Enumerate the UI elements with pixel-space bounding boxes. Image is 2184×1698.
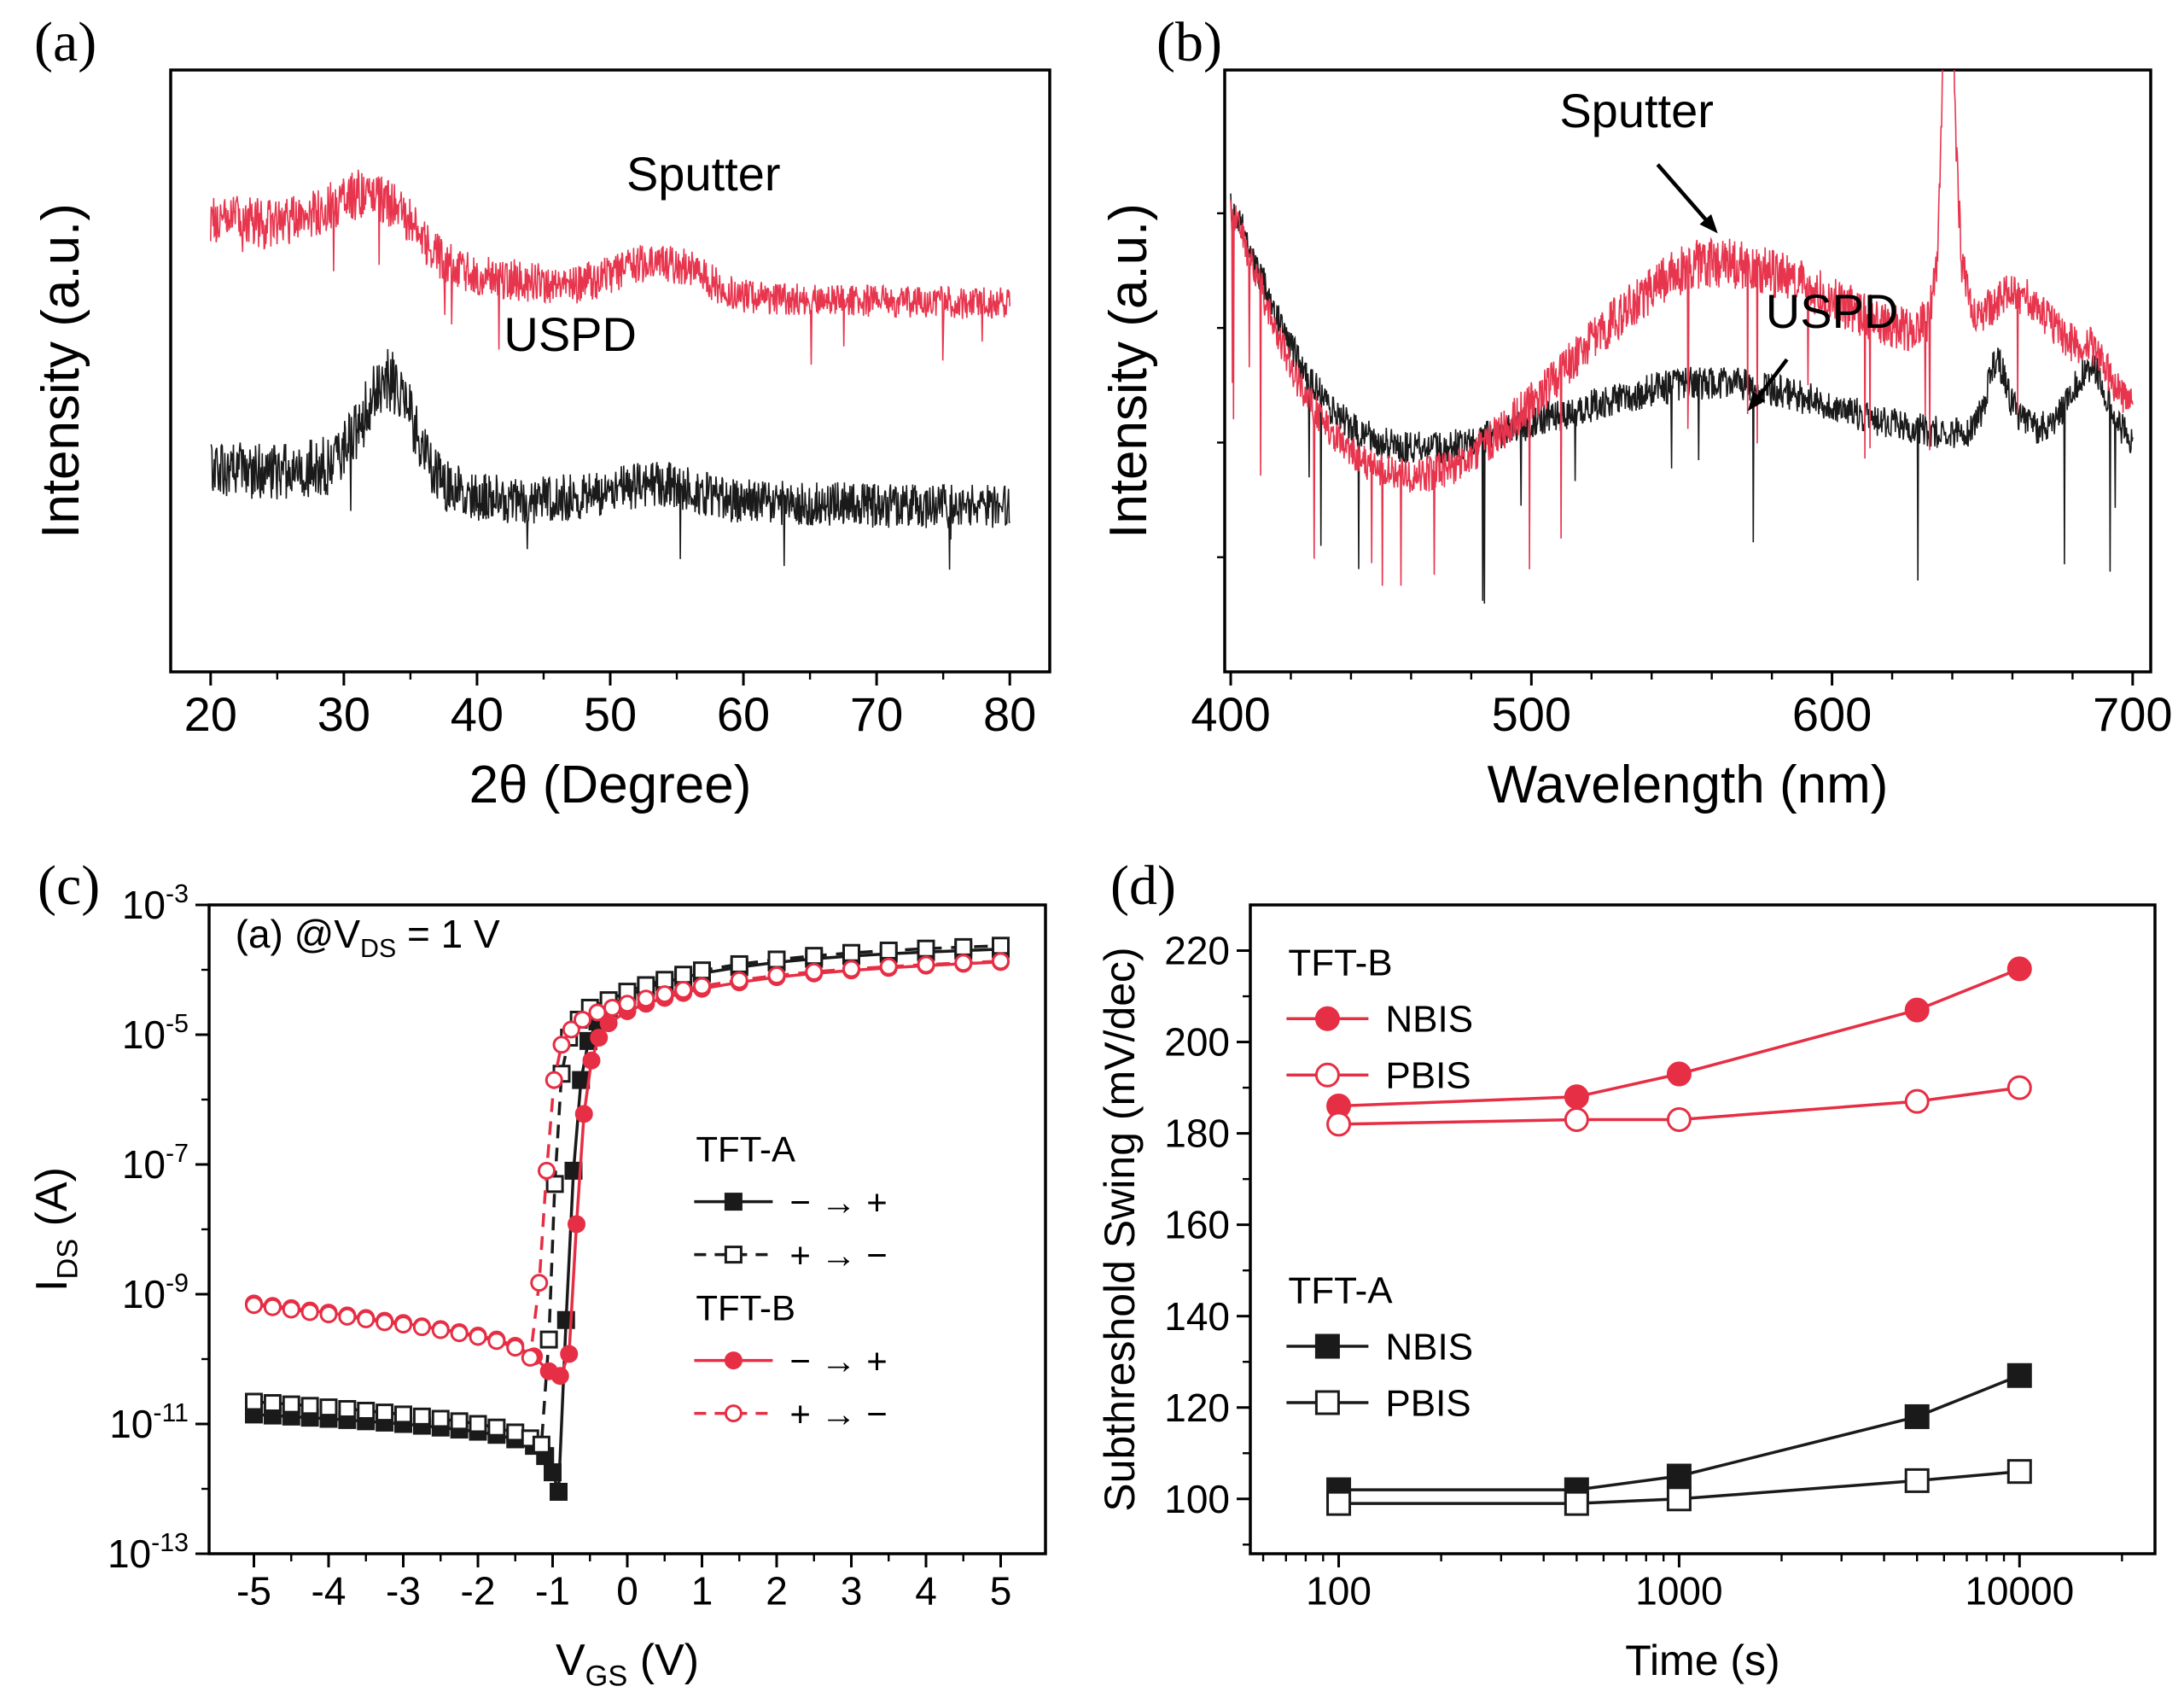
svg-text:10-13: 10-13 [108, 1529, 189, 1576]
svg-text:Sputter: Sputter [626, 147, 781, 201]
svg-text:160: 160 [1164, 1203, 1230, 1247]
svg-text:10000: 10000 [1965, 1569, 2074, 1613]
svg-text:70: 70 [850, 687, 903, 741]
svg-text:4: 4 [915, 1569, 937, 1613]
svg-text:USPD: USPD [504, 307, 637, 361]
svg-text:500: 500 [1492, 687, 1571, 741]
svg-text:-4: -4 [312, 1569, 347, 1613]
svg-text:10-3: 10-3 [122, 880, 189, 927]
svg-text:100: 100 [1306, 1569, 1372, 1613]
svg-text:(a) @VDS = 1 V: (a) @VDS = 1 V [236, 912, 500, 963]
svg-text:2θ (Degree): 2θ (Degree) [469, 756, 752, 814]
svg-text:Intensity (a.u.): Intensity (a.u.) [1099, 203, 1158, 539]
svg-text:PBIS: PBIS [1385, 1055, 1471, 1097]
svg-text:5: 5 [990, 1569, 1012, 1613]
svg-text:140: 140 [1164, 1294, 1230, 1339]
svg-text:NBIS: NBIS [1385, 999, 1473, 1041]
subthreshold-swing-chart: 100 1000 10000 100 120 140 160 180 200 220 Time (s… [1096, 903, 2157, 1684]
svg-text:Intensity (a.u.): Intensity (a.u.) [32, 203, 90, 539]
svg-text:120: 120 [1164, 1386, 1230, 1430]
svg-text:NBIS: NBIS [1385, 1326, 1473, 1368]
svg-text:Time (s): Time (s) [1625, 1637, 1779, 1684]
svg-text:− → +: − → + [789, 1182, 887, 1222]
svg-text:200: 200 [1164, 1020, 1230, 1065]
svg-text:TFT-B: TFT-B [1288, 942, 1392, 984]
svg-text:30: 30 [317, 687, 370, 741]
svg-text:VGS (V): VGS (V) [556, 1636, 699, 1692]
svg-text:− → +: − → + [789, 1340, 887, 1380]
svg-text:80: 80 [983, 687, 1036, 741]
svg-text:400: 400 [1191, 687, 1270, 741]
svg-text:Wavelength (nm): Wavelength (nm) [1488, 756, 1889, 814]
panel-d-letter: (d) [1110, 855, 1176, 917]
svg-text:Sputter: Sputter [1559, 84, 1714, 137]
svg-text:10-11: 10-11 [109, 1399, 189, 1446]
svg-text:-1: -1 [535, 1569, 570, 1613]
svg-text:20: 20 [184, 687, 237, 741]
panel-c-letter: (c) [38, 855, 101, 917]
svg-text:180: 180 [1164, 1112, 1230, 1156]
svg-text:50: 50 [584, 687, 637, 741]
svg-text:TFT-A: TFT-A [1288, 1269, 1393, 1311]
svg-text:60: 60 [717, 687, 770, 741]
svg-text:2: 2 [766, 1569, 788, 1613]
svg-text:10-7: 10-7 [122, 1140, 189, 1187]
svg-text:700: 700 [2093, 687, 2171, 741]
transfer-curve-chart: -5 -4 -3 -2 -1 0 1 2 3 4 5 10-3 10-5 10-7 10-9 10-11 10-… [27, 880, 1047, 1692]
svg-text:TFT-B: TFT-B [696, 1287, 795, 1327]
panel-b-spectrum: (b) 400 500 600 700 Wavelength (nm) Intensity… [1097, 10, 2171, 830]
svg-text:-5: -5 [236, 1569, 271, 1613]
svg-text:+ → −: + → − [789, 1393, 887, 1433]
svg-text:600: 600 [1792, 687, 1872, 741]
svg-text:PBIS: PBIS [1385, 1382, 1471, 1424]
svg-text:10-5: 10-5 [122, 1010, 189, 1057]
svg-text:+ → −: + → − [789, 1234, 887, 1275]
panel-a-xrd: (a) 20 30 40 50 60 70 80 2θ (Degree) Intensity (… [26, 10, 1075, 830]
svg-text:Subthreshold Swing (mV/dec): Subthreshold Swing (mV/dec) [1096, 947, 1144, 1511]
svg-text:10-9: 10-9 [122, 1269, 189, 1316]
panel-c-transfer-curves: (c) -5 -4 -3 -2 -1 0 1 2 3 4 5 10-3 10-5 10-7 10-9 10-1… [26, 854, 1075, 1698]
svg-text:TFT-A: TFT-A [696, 1129, 795, 1169]
svg-text:0: 0 [616, 1569, 638, 1613]
panel-d-subthreshold-swing: (d) 100 1000 10000 100 120 140 160 180 200 220 Tim… [1088, 854, 2180, 1698]
svg-text:220: 220 [1164, 929, 1230, 973]
svg-text:1000: 1000 [1635, 1569, 1722, 1613]
svg-text:IDS (A): IDS (A) [27, 1167, 84, 1292]
svg-text:3: 3 [841, 1569, 863, 1613]
svg-text:100: 100 [1164, 1477, 1230, 1521]
pl-spectrum-chart: 400 500 600 700 Wavelength (nm) Intensity (a.… [1099, 68, 2171, 814]
xrd-chart: 20 30 40 50 60 70 80 2θ (Degree) Intensity (a.u.… [32, 68, 1051, 814]
svg-text:-3: -3 [386, 1569, 421, 1613]
svg-text:USPD: USPD [1766, 284, 1899, 338]
panel-a-letter: (a) [34, 11, 97, 73]
svg-text:-2: -2 [461, 1569, 496, 1613]
svg-text:1: 1 [691, 1569, 713, 1613]
svg-text:40: 40 [451, 687, 504, 741]
panel-b-letter: (b) [1156, 11, 1222, 73]
